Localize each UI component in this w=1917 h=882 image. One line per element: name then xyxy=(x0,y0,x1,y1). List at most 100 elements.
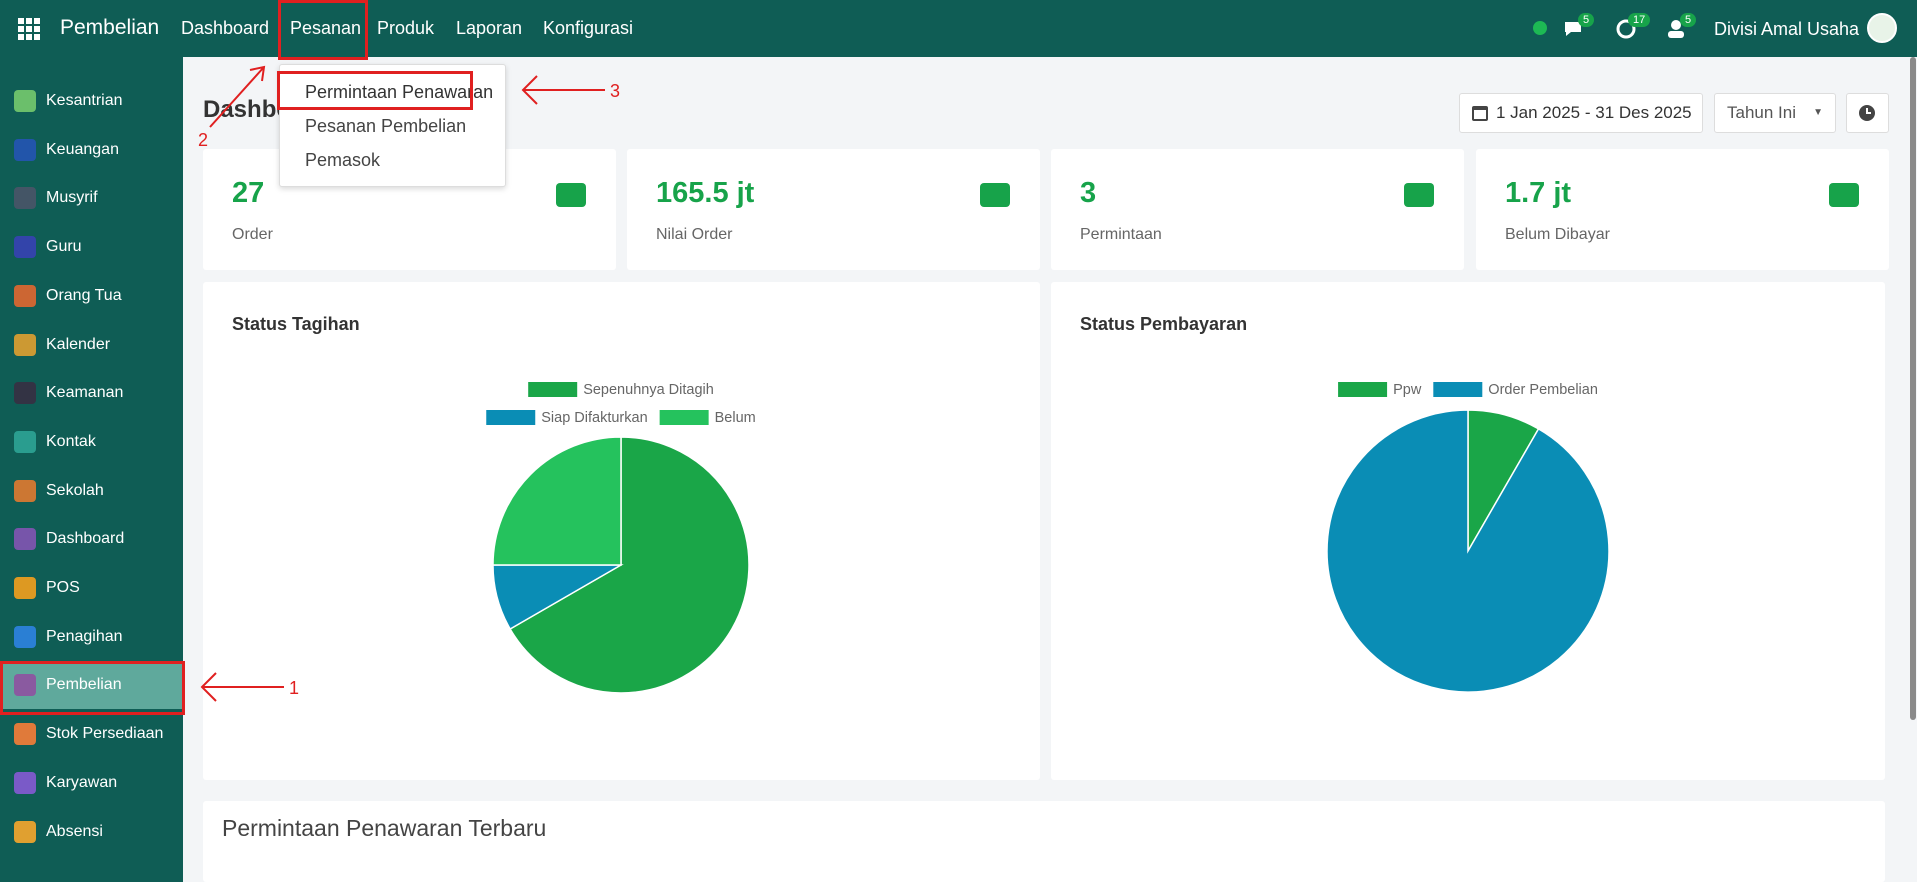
legend-label: Order Pembelian xyxy=(1488,382,1598,398)
legend-swatch xyxy=(486,410,536,425)
menu-label: Keamanan xyxy=(46,384,124,402)
menu-item[interactable]: Dashboard xyxy=(181,18,270,38)
menu-label: Pembelian xyxy=(46,676,122,694)
sidebar-item[interactable]: Kalender xyxy=(0,321,183,369)
date-text: 1 Jan 2025 - 31 Des 2025 xyxy=(1496,103,1692,122)
legend-item[interactable]: Sepenuhnya Ditagih xyxy=(528,382,714,398)
dropdown-item[interactable]: Pemasok xyxy=(305,150,381,170)
menu-label: Absensi xyxy=(46,822,103,840)
history-button[interactable] xyxy=(1846,93,1889,133)
company-name[interactable]: Divisi Amal Usaha xyxy=(1714,19,1860,39)
legend-item[interactable]: Order Pembelian xyxy=(1433,382,1598,398)
kpi-icon xyxy=(1404,183,1434,207)
sidebar-item[interactable]: Stok Persediaan xyxy=(0,710,183,758)
menu-icon xyxy=(14,674,36,697)
legend-label: Belum xyxy=(715,410,756,426)
dropdown-item[interactable]: Pesanan Pembelian xyxy=(305,116,467,136)
legend-swatch xyxy=(1338,382,1388,397)
sidebar-item[interactable]: Kesantrian xyxy=(0,77,183,125)
pie-slice[interactable] xyxy=(492,436,622,566)
kpi-label: Permintaan xyxy=(1080,226,1162,243)
app-name: Pembelian xyxy=(60,16,160,39)
kpi-card: 3 Permintaan xyxy=(1051,149,1464,270)
sidebar-item[interactable]: Keamanan xyxy=(0,369,183,417)
pie-slice[interactable] xyxy=(1326,409,1610,693)
highlight-box xyxy=(0,661,185,715)
sidebar-item[interactable]: Kontak xyxy=(0,418,183,466)
user-icon[interactable] xyxy=(1666,18,1688,40)
sidebar-item[interactable]: Keuangan xyxy=(0,126,183,174)
menu-label: Musyrif xyxy=(46,189,98,207)
legend-item[interactable]: Belum xyxy=(659,410,756,426)
pie-slice[interactable] xyxy=(509,436,750,694)
recent-card: Permintaan Penawaran Terbaru xyxy=(203,801,1885,882)
menu-icon xyxy=(14,333,36,356)
legend-label: Sepenuhnya Ditagih xyxy=(583,382,714,398)
menu-icon xyxy=(14,528,36,551)
chart-card: Status Tagihan Sepenuhnya Ditagih Siap Dif… xyxy=(203,282,1040,780)
section-title: Permintaan Penawaran Terbaru xyxy=(222,815,547,841)
menu-icon xyxy=(14,479,36,502)
legend-swatch xyxy=(659,410,709,425)
menu-label: Kesantrian xyxy=(46,92,123,109)
menu-label: Kalender xyxy=(46,335,111,353)
dropdown-item[interactable]: Permintaan Penawaran xyxy=(305,82,494,102)
icon-shape xyxy=(1829,183,1859,207)
legend-swatch xyxy=(1433,382,1483,397)
menu-icon xyxy=(14,187,36,210)
chat-icon[interactable] xyxy=(1563,18,1585,40)
apps-icon[interactable] xyxy=(18,18,40,40)
menu-icon xyxy=(14,236,36,259)
sidebar-item[interactable]: Pembelian xyxy=(0,661,183,710)
menu-label: Karyawan xyxy=(46,773,118,791)
legend-item[interactable]: Siap Difakturkan xyxy=(486,410,648,426)
sidebar-item[interactable]: Musyrif xyxy=(0,174,183,222)
period-text: Tahun Ini xyxy=(1727,103,1796,122)
kpi-label: Order xyxy=(232,226,273,243)
kpi-card: 165.5 jt Nilai Order xyxy=(627,149,1040,270)
menu-item[interactable]: Pesanan xyxy=(290,18,362,38)
icon-shape xyxy=(1404,183,1434,207)
avatar[interactable] xyxy=(1867,13,1897,43)
menu-icon xyxy=(14,284,36,307)
status-dot xyxy=(1533,21,1547,35)
kpi-label: Belum Dibayar xyxy=(1505,226,1610,243)
scrollbar[interactable] xyxy=(1910,57,1916,720)
highlight-box xyxy=(278,0,368,60)
chart-title: Status Pembayaran xyxy=(1080,314,1247,334)
menu-icon xyxy=(14,90,36,112)
icon-shape xyxy=(556,183,586,207)
arrow xyxy=(521,75,605,105)
kpi-icon xyxy=(1829,183,1859,207)
menu-label: Orang Tua xyxy=(46,286,122,304)
menu-item[interactable]: Produk xyxy=(377,18,435,38)
sidebar-item[interactable]: Guru xyxy=(0,223,183,271)
date-range[interactable]: 1 Jan 2025 - 31 Des 2025 xyxy=(1459,93,1703,133)
kpi-value: 27 xyxy=(232,177,265,209)
menu-item[interactable]: Konfigurasi xyxy=(543,18,634,38)
menu-icon xyxy=(14,430,36,453)
badge: 5 xyxy=(1578,13,1595,27)
sidebar-item[interactable]: Dashboard xyxy=(0,515,183,563)
kpi-value: 165.5 jt xyxy=(656,177,755,209)
period-select[interactable]: Tahun Ini ▼ xyxy=(1714,93,1836,133)
menu-icon xyxy=(14,625,36,648)
sidebar-item[interactable]: Absensi xyxy=(0,808,183,856)
sidebar-item[interactable]: POS xyxy=(0,564,183,612)
kpi-icon xyxy=(556,183,586,207)
sidebar: Kesantrian Keuangan Musyrif Guru Orang Tua Ka… xyxy=(0,57,183,882)
dropdown-menu: Permintaan Penawaran Pesanan Pembelian P… xyxy=(279,64,506,187)
activity-icon[interactable] xyxy=(1616,18,1638,40)
chart: Status Tagihan Sepenuhnya Ditagih Siap Dif… xyxy=(232,314,756,694)
sidebar-item[interactable]: Sekolah xyxy=(0,467,183,515)
menu-item[interactable]: Laporan xyxy=(456,18,523,38)
sidebar-item[interactable]: Penagihan xyxy=(0,613,183,661)
legend-item[interactable]: Ppw xyxy=(1338,382,1422,398)
badge: 17 xyxy=(1628,13,1651,27)
menu-label: Sekolah xyxy=(46,481,104,499)
menu-icon xyxy=(14,771,36,794)
sidebar-item[interactable]: Karyawan xyxy=(0,759,183,807)
menu-icon xyxy=(14,723,36,746)
sidebar-item[interactable]: Orang Tua xyxy=(0,272,183,320)
menu-icon xyxy=(14,820,36,843)
